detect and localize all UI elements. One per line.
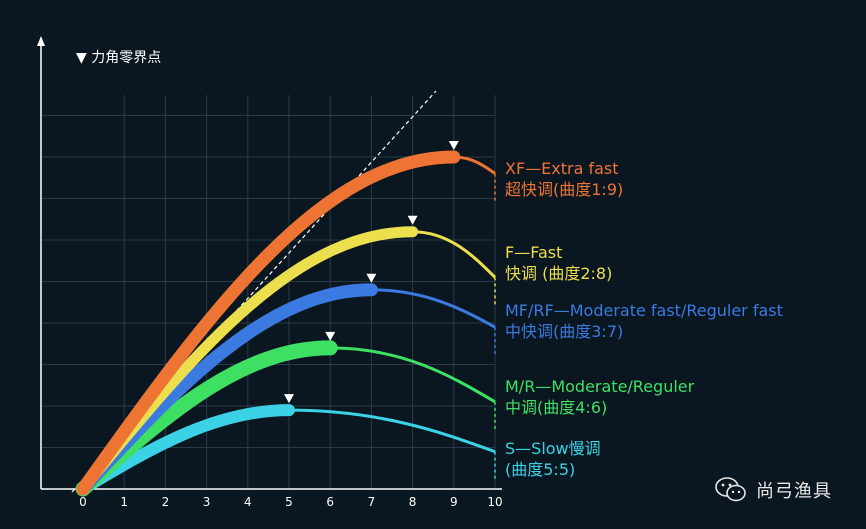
legend-sub: 中快调(曲度3:7) xyxy=(505,322,624,341)
peak-marker xyxy=(325,331,336,341)
chart-axes xyxy=(37,36,502,490)
chart-title: ▼ 力角零界点 xyxy=(76,50,161,66)
legend-name: XF—Extra fast xyxy=(505,159,619,178)
y-axis-arrow xyxy=(37,36,45,46)
legend-sub: 中调(曲度4:6) xyxy=(505,398,608,417)
x-tick-label: 6 xyxy=(326,495,334,509)
curve-line xyxy=(81,288,496,491)
peak-marker xyxy=(407,215,418,225)
legend-entry: XF—Extra fast 超快调(曲度1:9) xyxy=(505,158,623,200)
x-tick-label: 2 xyxy=(162,495,170,509)
curve-line xyxy=(81,346,496,491)
legend-name: M/R—Moderate/Reguler xyxy=(505,377,695,396)
x-tick-label: 4 xyxy=(244,495,252,509)
x-tick-label: 10 xyxy=(487,495,502,509)
x-tick-label: 0 xyxy=(79,495,87,509)
legend-entry: M/R—Moderate/Reguler 中调(曲度4:6) xyxy=(505,376,694,418)
peak-marker xyxy=(284,394,294,404)
peak-markers xyxy=(284,141,459,404)
watermark: 尚弓渔具 xyxy=(714,476,832,504)
curve-line xyxy=(81,155,496,490)
legend-name: S—Slow慢调 xyxy=(505,439,601,458)
legend-sub: 超快调(曲度1:9) xyxy=(505,180,624,199)
curves xyxy=(75,150,497,497)
x-tick-label: 8 xyxy=(409,495,417,509)
x-tick-labels: 0 1 2 3 4 5 6 7 8 9 10 xyxy=(79,495,502,509)
x-tick-label: 7 xyxy=(368,495,376,509)
watermark-text: 尚弓渔具 xyxy=(756,481,832,502)
x-tick-label: 9 xyxy=(450,495,458,509)
legend-sub: (曲度5:5) xyxy=(505,460,576,479)
legend-entry: MF/RF—Moderate fast/Reguler fast 中快调(曲度3:… xyxy=(505,300,783,342)
peak-marker xyxy=(366,273,377,283)
x-tick-label: 1 xyxy=(120,495,128,509)
wechat-icon xyxy=(715,477,746,502)
curve-line xyxy=(82,408,496,491)
legend-entry: S—Slow慢调 (曲度5:5) xyxy=(505,438,601,480)
x-tick-label: 5 xyxy=(285,495,293,509)
legend-name: F—Fast xyxy=(505,243,563,262)
critical-force-angle-line xyxy=(71,90,437,493)
legend-name: MF/RF—Moderate fast/Reguler fast xyxy=(505,301,783,320)
curve-line xyxy=(81,230,497,490)
legend-sub: 快调 (曲度2:8) xyxy=(505,264,613,283)
x-tick-label: 3 xyxy=(203,495,211,509)
peak-marker xyxy=(448,141,459,150)
legend-entry: F—Fast 快调 (曲度2:8) xyxy=(505,242,612,284)
